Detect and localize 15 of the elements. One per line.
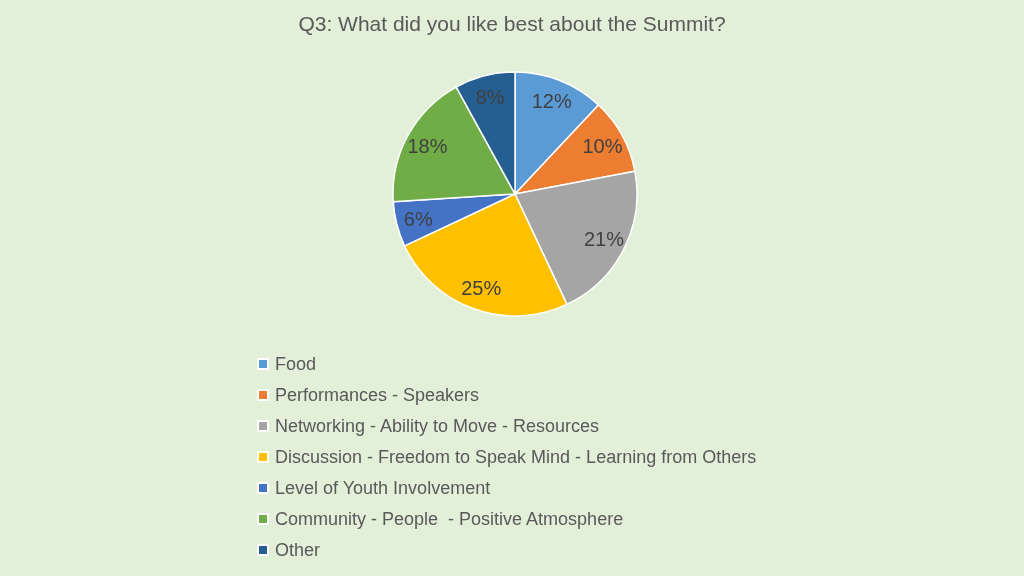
data-label: 21% — [583, 228, 625, 251]
legend-label: Performances - Speakers — [275, 385, 480, 405]
data-label: 18% — [407, 134, 448, 157]
legend-label: Discussion - Freedom to Speak Mind - Learning from Others — [275, 447, 757, 467]
data-label: 10% — [582, 134, 623, 157]
chart-title: Q3: What did you like best about the Summit? — [298, 12, 726, 35]
data-label: 8% — [475, 86, 505, 109]
data-label: 25% — [461, 276, 502, 299]
legend-label: Community - People - Positive Atmosphere — [275, 509, 624, 529]
legend-label: Other — [275, 540, 321, 560]
legend-label: Food — [275, 354, 317, 374]
data-label: 6% — [403, 207, 433, 230]
legend-label: Level of Youth Involvement — [275, 478, 491, 498]
legend-label: Networking - Ability to Move - Resources — [275, 416, 600, 436]
data-label: 12% — [531, 90, 572, 113]
